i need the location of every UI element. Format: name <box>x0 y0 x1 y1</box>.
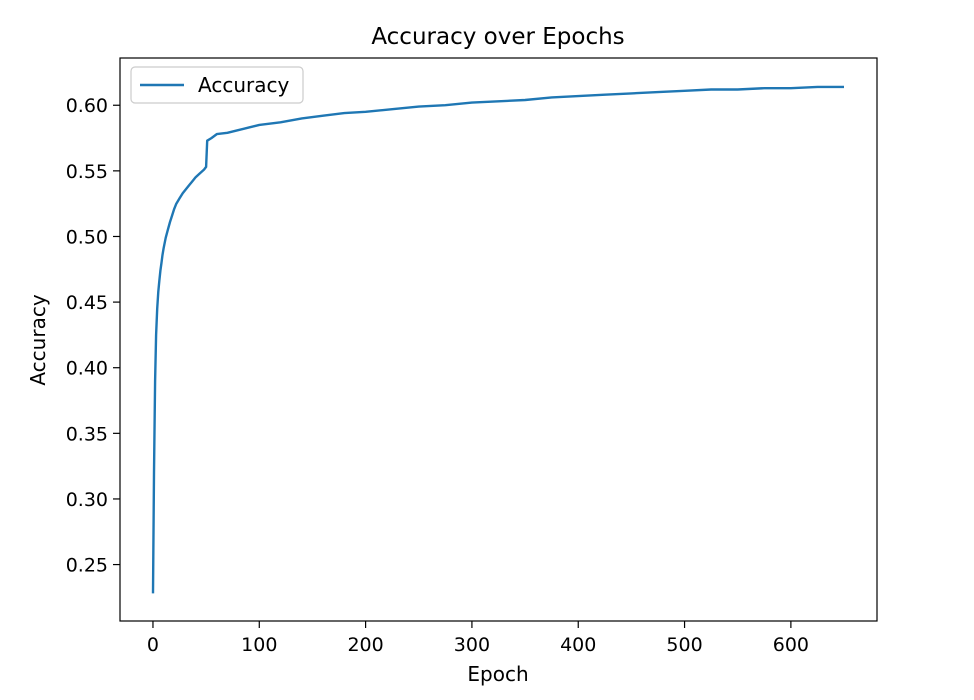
chart-title: Accuracy over Epochs <box>371 24 624 50</box>
y-tick-label: 0.25 <box>66 555 108 577</box>
x-tick-label: 300 <box>454 634 490 656</box>
x-tick-label: 400 <box>560 634 596 656</box>
legend: Accuracy <box>130 66 304 104</box>
x-tick-label: 100 <box>241 634 277 656</box>
x-tick-label: 600 <box>773 634 809 656</box>
x-tick-label: 200 <box>347 634 383 656</box>
x-tick-label: 0 <box>147 634 159 656</box>
legend-label-accuracy: Accuracy <box>198 73 289 97</box>
y-axis-ticks: 0.25 0.30 0.35 0.40 0.45 0.50 0.55 0.60 <box>66 95 120 577</box>
y-tick-label: 0.40 <box>66 358 108 380</box>
accuracy-series-line <box>151 85 844 594</box>
y-tick-label: 0.30 <box>66 489 108 511</box>
x-axis-label: Epoch <box>467 662 528 686</box>
legend-box <box>130 66 304 104</box>
y-tick-label: 0.60 <box>66 95 108 117</box>
plot-frame <box>119 57 878 622</box>
y-tick-label: 0.45 <box>66 292 108 314</box>
y-axis-label: Accuracy <box>26 294 50 385</box>
x-tick-label: 500 <box>666 634 702 656</box>
x-axis-ticks: 0 100 200 300 400 500 600 <box>147 621 809 656</box>
y-tick-label: 0.50 <box>66 226 108 248</box>
y-tick-label: 0.35 <box>66 423 108 445</box>
y-tick-label: 0.55 <box>66 161 108 183</box>
